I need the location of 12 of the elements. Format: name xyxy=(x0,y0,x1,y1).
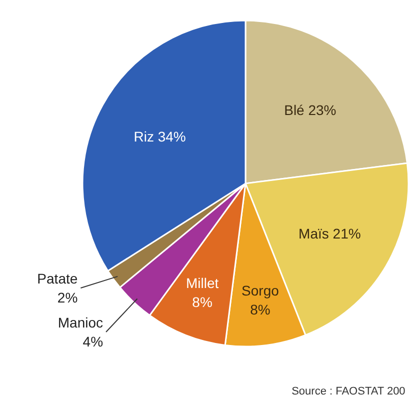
slice-label: Maïs 21% xyxy=(298,225,361,242)
slice-label: Patate xyxy=(37,270,78,286)
data-label: 8% xyxy=(192,294,212,310)
data-label: 4% xyxy=(82,334,104,350)
data-label: 2% xyxy=(57,290,78,306)
slice-label: Riz 34% xyxy=(134,128,186,144)
source-note: Source : FAOSTAT 200 xyxy=(292,386,406,398)
data-label: 8% xyxy=(250,302,270,318)
slice-label: Millet xyxy=(186,275,219,292)
slice-label: Blé 23% xyxy=(284,102,336,118)
slice-label: Manioc xyxy=(58,314,104,330)
slice-label: Sorgo xyxy=(242,282,280,298)
